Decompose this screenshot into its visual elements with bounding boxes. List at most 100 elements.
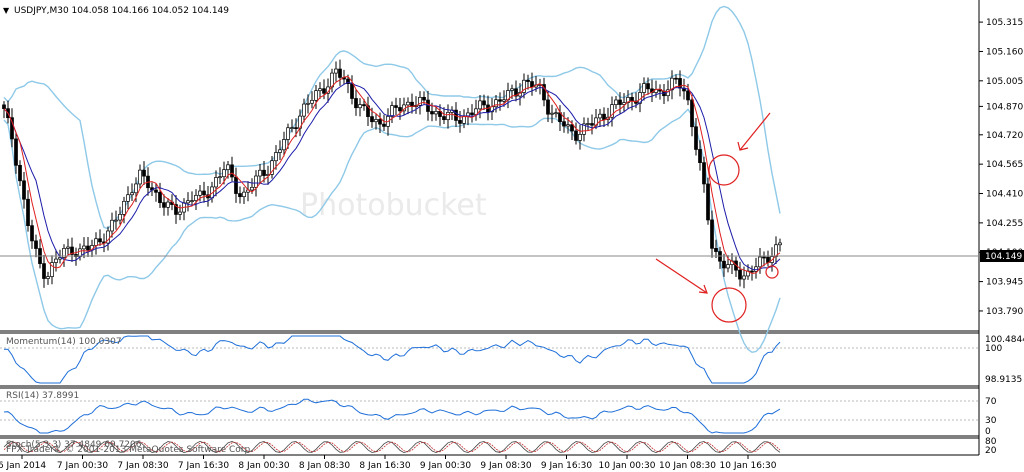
candle-bear	[422, 96, 426, 101]
candle-bull	[282, 139, 286, 151]
candle-bear	[350, 83, 354, 99]
candle-bear	[646, 83, 650, 90]
candle-bull	[566, 124, 570, 127]
time-tick-label: 8 Jan 16:30	[359, 461, 411, 471]
rsi-line	[3, 398, 781, 434]
candle-bull	[194, 194, 198, 201]
candle-bull	[434, 111, 438, 115]
time-tick-label: 8 Jan 00:30	[238, 461, 290, 471]
candle-bear	[10, 117, 14, 140]
candle-bull	[62, 248, 66, 258]
price-tick-label: 104.565	[986, 160, 1023, 170]
candle-bull	[554, 112, 558, 115]
candle-bull	[166, 201, 170, 208]
copyright: FPX Trader4, © 2001-2013 MetaQuotes Soft…	[6, 445, 253, 455]
candle-bear	[570, 124, 574, 132]
candle-bull	[610, 104, 614, 118]
candle-bull	[250, 186, 254, 191]
candle-bear	[702, 162, 706, 185]
time-tick-label: 9 Jan 16:30	[541, 461, 593, 471]
candle-bull	[758, 256, 762, 268]
candle-bull	[418, 96, 422, 106]
candle-bear	[498, 99, 502, 102]
candle-bull	[278, 149, 282, 153]
candle-bear	[470, 112, 474, 115]
candle-bear	[86, 245, 90, 251]
candle-bull	[114, 219, 118, 222]
candle-bear	[70, 246, 74, 255]
candle-bear	[158, 191, 162, 203]
candle-bull	[50, 262, 54, 277]
candle-bear	[234, 176, 238, 194]
stoch-tick-80: 80	[985, 437, 997, 447]
candle-bear	[630, 97, 634, 102]
candle-bear	[698, 149, 702, 163]
moving-averages	[3, 75, 781, 275]
candle-bear	[154, 189, 158, 193]
candle-bear	[602, 113, 606, 120]
candle-bull	[598, 113, 602, 119]
momentum-label: Momentum(14) 100.0307	[6, 337, 122, 347]
candle-bull	[46, 276, 50, 279]
candle-bear	[42, 263, 46, 279]
candle-bear	[562, 121, 566, 127]
candle-bear	[526, 79, 530, 82]
candle-bear	[362, 104, 366, 107]
candle-bull	[270, 160, 274, 175]
candle-bull	[242, 191, 246, 198]
candle-bull	[122, 200, 126, 215]
price-tick-label: 104.720	[986, 131, 1023, 141]
chart-header: USDJPY,M30 104.058 104.166 104.052 104.1…	[14, 6, 229, 16]
time-tick-label: 8 Jan 08:30	[299, 461, 351, 471]
time-tick-label: 9 Jan 08:30	[480, 461, 532, 471]
current-price-tag	[980, 250, 1024, 262]
candle-bear	[142, 169, 146, 177]
candle-bear	[694, 126, 698, 150]
candle-bull	[582, 123, 586, 135]
candle-bull	[494, 99, 498, 108]
candle-bear	[22, 180, 26, 200]
ma-fast	[3, 75, 781, 275]
time-tick-label: 9 Jan 00:30	[420, 461, 472, 471]
rsi-tick-30: 30	[985, 416, 997, 426]
candle-bull	[462, 115, 466, 124]
candle-bull	[190, 200, 194, 202]
candle-bear	[378, 119, 382, 125]
candle-bear	[382, 123, 386, 127]
rsi-tick-0: 0	[985, 427, 991, 437]
price-tick-label: 105.315	[986, 18, 1023, 28]
candle-bear	[98, 238, 102, 243]
candle-bull	[478, 100, 482, 110]
time-tick-label: 7 Jan 16:30	[178, 461, 230, 471]
momentum-line	[3, 335, 781, 384]
candle-bear	[370, 116, 374, 123]
candle-bear	[174, 204, 178, 215]
candle-bull	[186, 200, 190, 204]
stoch-tick-20: 20	[985, 446, 997, 456]
candle-bull	[578, 134, 582, 141]
price-tick-label: 103.945	[986, 278, 1023, 288]
candle-bull	[306, 102, 310, 105]
candle-bear	[690, 99, 694, 128]
candle-bull	[66, 246, 70, 249]
candle-bear	[230, 164, 234, 178]
candle-bull	[126, 194, 130, 202]
candle-bear	[738, 269, 742, 280]
candle-bull	[138, 169, 142, 185]
candle-bear	[30, 225, 34, 242]
candle-bull	[774, 244, 778, 257]
candle-bull	[214, 177, 218, 188]
stoch-label: Stoch(5,3,3) 37.4849 69.7206	[6, 440, 142, 450]
candle-bull	[446, 112, 450, 121]
candle-bull	[334, 68, 338, 74]
stoch-signal-line	[3, 441, 781, 453]
candle-bull	[130, 192, 134, 196]
candle-bull	[742, 275, 746, 280]
price-tick-label: 105.005	[986, 77, 1023, 87]
candle-bull	[642, 83, 646, 93]
watermark: Photobucket	[300, 188, 487, 223]
candle-bull	[274, 152, 278, 162]
annotation-arrow-bottom	[655, 258, 708, 294]
candle-bear	[26, 198, 30, 227]
